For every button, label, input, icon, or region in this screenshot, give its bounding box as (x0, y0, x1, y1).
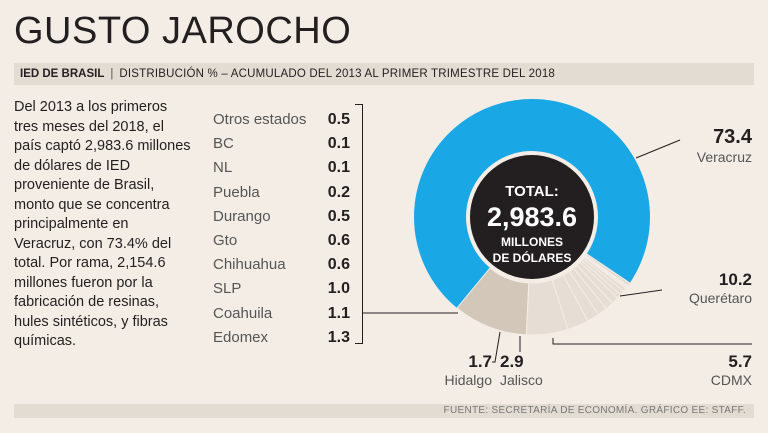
list-row-value: 1.1 (327, 304, 350, 322)
value-veracruz: 73.4 (713, 126, 752, 148)
list-row: Puebla 0.2 (213, 184, 350, 208)
label-queretaro: 10.2 Querétaro (660, 270, 752, 306)
label-cdmx: 5.7 CDMX (690, 352, 752, 388)
center-total-label: TOTAL: (505, 183, 559, 200)
list-row: Edomex 1.3 (213, 329, 350, 353)
list-row-value: 1.0 (327, 280, 350, 298)
list-row: Durango 0.5 (213, 208, 350, 232)
total-center-circle (470, 155, 594, 279)
center-total-unit-2: DE DÓLARES (493, 250, 572, 265)
list-row-label: Puebla (213, 183, 260, 201)
name-queretaro: Querétaro (688, 290, 752, 306)
value-hidalgo: 1.7 (468, 352, 492, 371)
list-row-label: Chihuahua (213, 256, 286, 274)
subtitle-separator: | (110, 68, 114, 80)
subtitle-bar: IED DE BRASIL | DISTRIBUCIÓN % – ACUMULA… (14, 63, 754, 85)
chart-title: GUSTO JAROCHO (14, 10, 352, 52)
value-queretaro: 10.2 (718, 270, 752, 289)
leader-cdmx (552, 338, 752, 345)
list-row-value: 0.6 (327, 231, 350, 249)
leader-queretaro (619, 289, 663, 297)
center-total-unit-1: MILLONES (501, 235, 563, 249)
name-jalisco: Jalisco (500, 372, 543, 388)
list-row-label: SLP (213, 280, 242, 298)
label-jalisco: 2.9 Jalisco (500, 352, 556, 388)
label-hidalgo: 1.7 Hidalgo (428, 352, 492, 388)
list-row-label: Coahuila (213, 304, 273, 322)
list-row: Chihuahua 0.6 (213, 256, 350, 280)
list-row: BC 0.1 (213, 135, 350, 159)
slice-veracruz (413, 98, 650, 309)
list-row-value: 0.5 (327, 207, 350, 225)
body-paragraph: Del 2013 a los primeros tres meses del 2… (14, 99, 191, 349)
list-row: Coahuila 1.1 (213, 305, 350, 329)
list-row-label: NL (213, 159, 233, 177)
leader-hidalgo (492, 331, 501, 363)
slice-otros-estados (584, 253, 631, 287)
subtitle-description: DISTRIBUCIÓN % – ACUMULADO DEL 2013 AL P… (119, 68, 556, 80)
list-row-value: 1.3 (327, 328, 350, 346)
list-row-label: Edomex (213, 328, 269, 346)
source-note: FUENTE: SECRETARÍA DE ECONOMÍA. GRÁFICO … (14, 404, 754, 418)
list-row-value: 0.6 (327, 256, 350, 274)
subtitle-topic: IED DE BRASIL (20, 68, 105, 80)
list-row-value: 0.2 (327, 183, 350, 201)
list-row-value: 0.5 (327, 111, 350, 128)
list-row-value: 0.1 (327, 135, 350, 153)
list-row-label: BC (213, 135, 234, 153)
list-row: SLP 1.0 (213, 280, 350, 304)
list-row-label: Durango (213, 207, 271, 225)
list-row-label: Gto (213, 231, 238, 249)
small-states-list: Otros estados 0.5 BC 0.1 NL 0.1 Puebla 0.2 Duran… (213, 111, 363, 353)
name-hidalgo: Hidalgo (444, 372, 492, 388)
name-cdmx: CDMX (710, 372, 752, 388)
name-veracruz: Veracruz (696, 149, 752, 165)
list-row: Gto 0.6 (213, 232, 350, 256)
list-row: Otros estados 0.5 (213, 111, 350, 135)
list-row-label: Otros estados (213, 111, 307, 128)
list-bracket (355, 104, 363, 344)
label-veracruz: 73.4 Veracruz (680, 126, 752, 165)
leader-veracruz (635, 139, 681, 159)
center-total-value: 2,983.6 (487, 202, 577, 232)
value-cdmx: 5.7 (728, 352, 752, 371)
list-row: NL 0.1 (213, 159, 350, 183)
value-jalisco: 2.9 (500, 352, 524, 371)
list-row-value: 0.1 (327, 159, 350, 177)
